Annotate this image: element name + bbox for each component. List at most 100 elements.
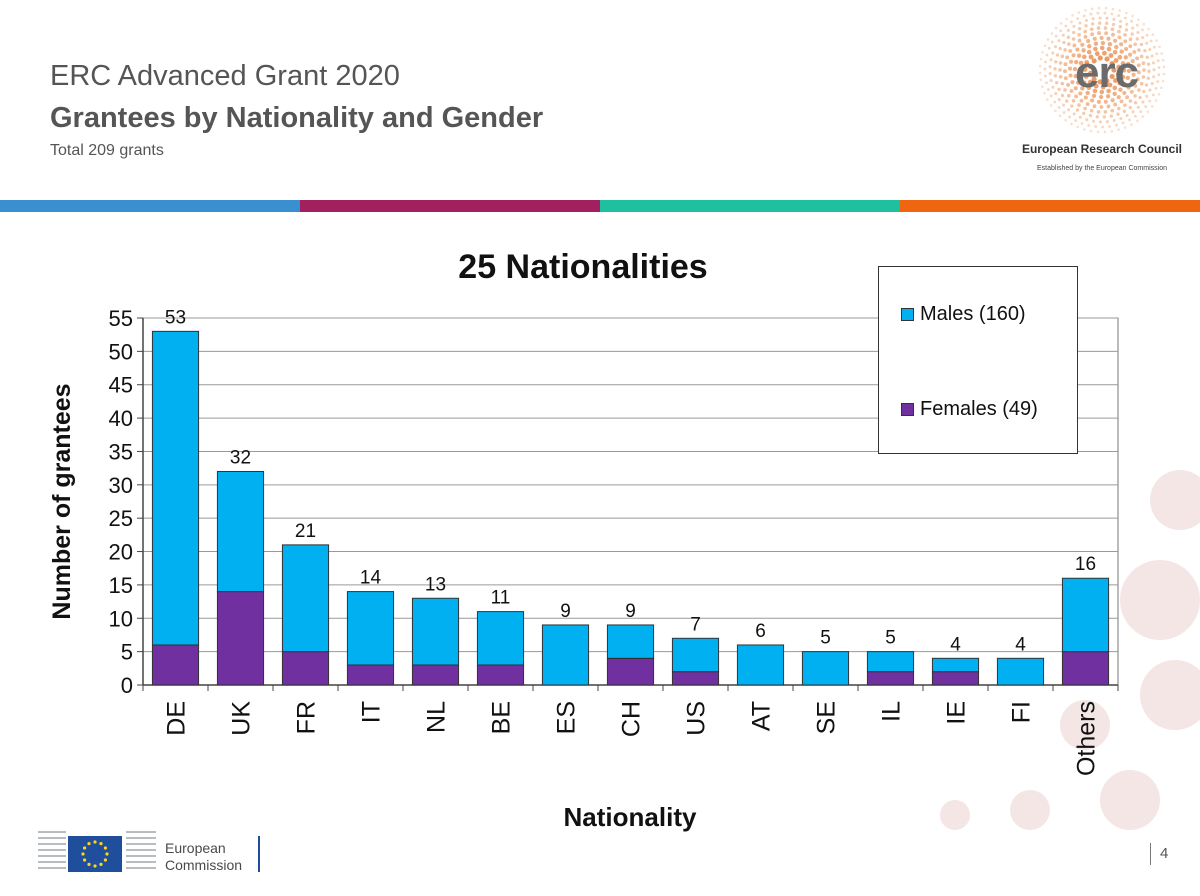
erc-logo-dot (1041, 85, 1044, 88)
erc-logo-dot (1094, 125, 1098, 129)
erc-logo-dot (1113, 38, 1118, 43)
erc-logo-dot (1133, 42, 1137, 47)
erc-logo-dot (1092, 36, 1097, 41)
erc-logo-dot (1111, 32, 1115, 37)
erc-logo-dot (1058, 46, 1062, 51)
erc-logo-dot (1154, 86, 1158, 90)
erc-logo-dot (1063, 62, 1068, 67)
erc-logo-dot (1086, 49, 1092, 55)
erc-logo-dot (1048, 72, 1052, 76)
erc-logo-dot (1082, 14, 1086, 18)
erc-logo-dot (1103, 110, 1108, 114)
data-label-Others: 16 (1075, 554, 1096, 575)
erc-logo-dot (1141, 28, 1144, 32)
ec-star (83, 846, 87, 850)
erc-logo-dot (1137, 18, 1140, 22)
erc-logo-dot (1058, 61, 1063, 65)
erc-logo-dot (1098, 94, 1104, 100)
erc-logo-dot (1074, 59, 1079, 65)
data-label-ES: 9 (560, 601, 571, 622)
erc-logo-dot (1108, 53, 1114, 59)
x-tick-label-IT: IT (358, 701, 386, 723)
erc-logo-dot (1124, 28, 1129, 32)
erc-logo-dot (1111, 22, 1116, 27)
erc-logo-dot (1054, 92, 1058, 96)
legend-swatch-females (901, 403, 914, 416)
erc-logo-dot (1128, 52, 1133, 57)
erc-logo-dot (1141, 36, 1145, 40)
erc-logo-dot (1156, 59, 1160, 63)
erc-logo-dot (1045, 81, 1048, 85)
erc-logo-dot (1142, 68, 1146, 72)
erc-logo-dot (1123, 39, 1128, 44)
ec-star (93, 864, 97, 868)
erc-logo-dot (1069, 59, 1074, 64)
erc-logo-dot (1098, 120, 1102, 124)
bar-males-AT (736, 644, 785, 686)
erc-logo-dot (1136, 119, 1139, 123)
erc-logo-dot (1070, 122, 1073, 126)
data-label-DE: 53 (165, 307, 186, 328)
erc-logo-dot (1109, 73, 1115, 80)
erc-logo-dot (1103, 99, 1108, 104)
legend-label-males: Males (160) (920, 303, 1026, 325)
erc-logo-dot (1157, 66, 1161, 70)
erc-logo-dot (1071, 53, 1076, 58)
erc-logo-dot (1060, 93, 1065, 98)
erc-logo-dot (1113, 102, 1118, 107)
erc-logo-dot (1101, 125, 1105, 129)
y-tick-label: 45 (109, 373, 133, 398)
erc-logo-dot (1065, 17, 1068, 21)
erc-logo-dot (1077, 103, 1081, 107)
decor-circle (1150, 470, 1200, 530)
page-subtitle: Grantees by Nationality and Gender (50, 102, 544, 134)
erc-logo-dot (1070, 104, 1074, 108)
erc-logo-dot (1104, 31, 1109, 36)
erc-logo-dot (1057, 106, 1061, 109)
data-label-FR: 21 (295, 521, 316, 542)
erc-logo-dot (1067, 93, 1071, 98)
erc-logo-dot (1116, 71, 1121, 77)
erc-logo-dot (1078, 60, 1084, 66)
erc-logo-dot (1135, 23, 1139, 27)
ec-star (103, 858, 107, 862)
erc-logo-dot (1069, 89, 1074, 93)
data-label-IL: 5 (885, 628, 896, 649)
erc-logo-dot (1081, 48, 1086, 53)
decor-circle (1010, 790, 1050, 830)
erc-logo-dot (1117, 54, 1123, 60)
erc-logo-dot (1089, 108, 1094, 113)
data-label-AT: 6 (755, 621, 766, 642)
erc-logo-dot (1089, 129, 1093, 133)
erc-logo-dot (1067, 108, 1071, 112)
erc-logo-dot (1074, 119, 1078, 122)
erc-logo-dot (1151, 33, 1155, 36)
erc-logo-dot (1120, 61, 1126, 66)
erc-logo-dot (1148, 47, 1152, 52)
erc-logo-dot (1131, 26, 1135, 30)
decor-circle (1140, 660, 1200, 730)
erc-logo-dot (1103, 11, 1107, 15)
erc-logo-dot (1078, 74, 1084, 79)
erc-logo-dot (1112, 91, 1117, 96)
erc-logo-dot (1045, 53, 1049, 57)
erc-logo-dot (1054, 109, 1057, 113)
erc-logo-dot (1123, 126, 1127, 129)
erc-logo-dot (1130, 32, 1134, 36)
erc-logo-dot (1101, 50, 1107, 56)
ec-star (99, 862, 103, 866)
erc-logo-dot (1051, 85, 1055, 89)
erc-logo-dot (1109, 61, 1115, 67)
erc-logo-dot (1145, 94, 1149, 98)
erc-logo-dot (1162, 65, 1166, 69)
ec-star (99, 842, 103, 846)
erc-logo-dot (1086, 39, 1091, 44)
erc-logo-dot (1068, 73, 1073, 78)
erc-logo-dot (1129, 79, 1134, 84)
erc-logo-dot (1107, 82, 1113, 88)
erc-logo-dot (1137, 48, 1141, 52)
erc-logo-dot (1110, 108, 1114, 113)
erc-logo-dot (1050, 40, 1054, 44)
erc-logo-dot (1093, 46, 1098, 52)
erc-logo-dot (1151, 93, 1155, 97)
